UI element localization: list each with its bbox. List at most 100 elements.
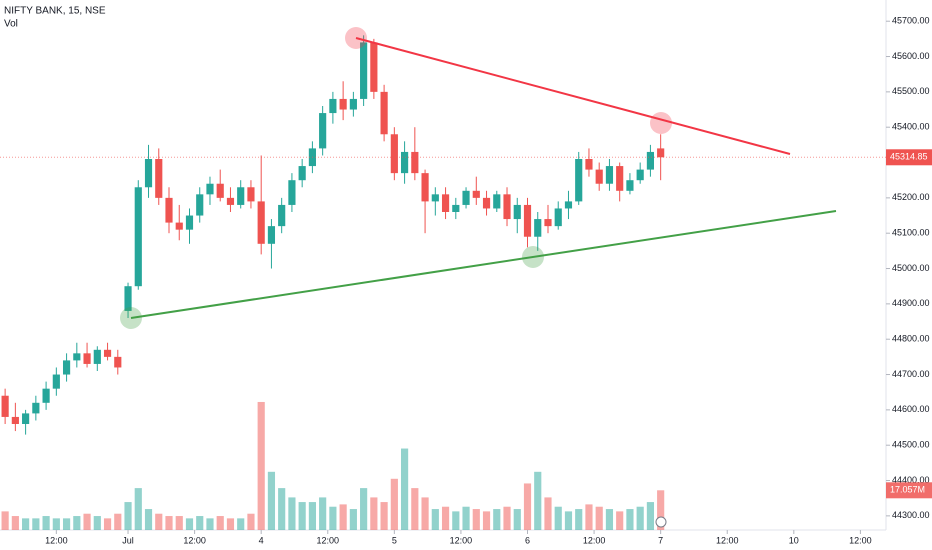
candle-body [370,42,378,92]
y-tick-label: 44300.00 [892,510,930,520]
volume-bar [646,502,655,530]
candle-body [319,113,327,149]
volume-bar [22,518,30,530]
x-tick-label: 12:00 [849,535,872,545]
candle-body [11,416,19,424]
candle-body [339,98,347,110]
volume-bar [134,488,142,530]
last-volume-label: 17.057M [890,485,925,495]
y-tick-label: 44700.00 [892,369,930,379]
volume-bar [175,516,183,530]
volume-bar [339,504,347,530]
candle-body [288,180,296,205]
candle-body [257,201,265,244]
candle-body [226,197,235,205]
volume-bar [482,511,491,530]
candle-body [472,190,480,198]
x-tick-label: 4 [259,535,264,545]
volume-bar [52,518,60,530]
volume-bar [513,509,521,530]
candle-body [380,91,388,135]
x-tick-label: 10 [789,535,799,545]
volume-bar [493,509,501,530]
volume-bar [544,497,552,530]
x-tick-label: Jul [122,535,134,545]
event-icon[interactable] [655,516,667,528]
volume-bar [452,511,460,530]
candle-body [421,173,429,202]
volume-bar [319,497,327,530]
volume-bar [308,502,316,530]
candle-body [441,194,450,212]
candle-body [124,286,132,311]
volume-bar [349,509,357,530]
volume-bar [196,516,204,530]
y-tick-label: 45100.00 [892,228,930,238]
volume-bar [11,516,19,530]
volume-bar [462,506,470,530]
trend-anchor [345,27,367,49]
last-price-tag [886,149,932,166]
candle-body [165,197,173,223]
candle-body [114,356,122,368]
candle-body [616,166,624,191]
volume-bar [411,488,419,530]
volume-bar [93,516,101,530]
x-tick-label: 12:00 [450,535,473,545]
y-tick-label: 44500.00 [892,440,930,450]
volume-bar [564,511,573,530]
y-tick-label: 44400.00 [892,475,930,485]
volume-bar [523,483,532,530]
candle-body [134,187,142,287]
y-tick-label: 45600.00 [892,51,930,61]
x-tick-label: 7 [658,535,663,545]
candle-body [431,194,439,202]
y-tick-label: 44900.00 [892,298,930,308]
volume-bar [144,509,153,530]
volume-bar [329,506,337,530]
y-tick-label: 45000.00 [892,263,930,273]
trend-line [355,37,791,155]
volume-bar [226,518,235,530]
volume-bar [380,502,388,530]
candle-body [144,159,153,188]
candle-body [62,360,71,375]
volume-bar [73,516,81,530]
volume-bar [585,504,593,530]
candle-body [626,180,634,191]
candle-body [595,169,603,184]
candle-body [349,98,357,110]
candle-body [482,197,491,209]
candle-body [298,166,306,181]
x-tick-label: 12:00 [317,535,340,545]
candle-body [267,226,276,244]
volume-bar [237,518,245,530]
volume-bar [431,509,439,530]
y-tick-label: 45400.00 [892,122,930,132]
volume-bar [298,502,306,530]
x-tick-label: 12:00 [583,535,606,545]
volume-bar [124,502,132,530]
candle-body [534,219,542,237]
candle-body [554,208,562,227]
candle-body [390,134,398,174]
volume-bar [441,506,450,530]
candle-body [452,204,460,212]
volume-bar [42,516,50,530]
volume-bar [595,506,603,530]
candle-body [32,402,40,414]
x-tick-label: 5 [392,535,397,545]
candle-body [493,194,501,209]
volume-bar [103,518,112,530]
volume-bar [401,448,409,530]
volume-bar [626,509,634,530]
volume-bar [616,511,624,530]
x-tick-label: 12:00 [183,535,206,545]
volume-bar [257,401,265,530]
plot [1,27,837,530]
y-tick-label: 45200.00 [892,192,930,202]
trend-line [130,210,837,319]
candle-body [564,201,573,209]
candle-body [206,183,214,195]
candle-body [42,388,50,403]
